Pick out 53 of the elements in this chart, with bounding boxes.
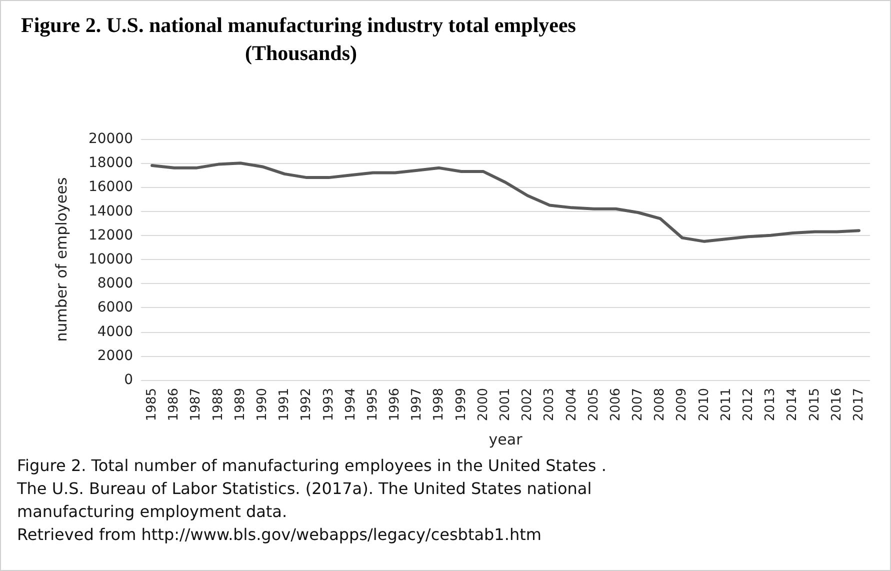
x-tick-label: 2000 [476, 388, 491, 422]
x-tick-label: 2002 [520, 388, 536, 422]
x-tick-label: 1990 [255, 388, 270, 422]
y-tick-label: 16000 [88, 179, 133, 196]
x-tick-label: 1991 [277, 388, 292, 422]
y-tick-label: 4000 [97, 324, 133, 340]
x-tick-label: 1995 [365, 388, 380, 422]
x-tick-label: 2003 [542, 388, 558, 422]
x-tick-label: 1994 [343, 388, 358, 422]
x-axis-title: year [488, 430, 524, 448]
y-tick-label: 20000 [88, 131, 133, 147]
x-tick-label: 2001 [498, 388, 513, 422]
x-tick-label: 1999 [454, 388, 469, 422]
x-tick-label: 1997 [410, 388, 425, 422]
x-tick-label: 1986 [166, 388, 182, 422]
x-tick-label: 2011 [718, 388, 734, 422]
y-axis-title: number of employees [52, 177, 70, 342]
line-series [150, 162, 860, 243]
x-tick-label: 1989 [232, 388, 248, 422]
x-tick-label: 1988 [210, 388, 226, 422]
x-tick-label: 2005 [586, 388, 602, 422]
x-tick-label: 2009 [674, 388, 690, 422]
x-tick-label: 2008 [652, 388, 668, 422]
y-tick-label: 0 [124, 372, 133, 388]
y-tick-label: 12000 [88, 227, 133, 244]
x-tick-label: 2012 [741, 388, 756, 422]
text: Retrieved from http://www.bls.gov/webapps/legacy/cesbtab1.htm [17, 524, 542, 546]
x-tick-label: 2013 [763, 388, 778, 422]
x-tick-label: 1987 [188, 388, 204, 422]
caption: Figure 2. Total number of manufacturing employees in the United States . [17, 455, 606, 477]
x-tick-label: 1993 [321, 388, 336, 422]
y-tick-label: 18000 [88, 155, 133, 172]
y-tick-label: 14000 [88, 203, 133, 220]
y-tick-label: 2000 [97, 348, 133, 364]
y-tick-label: 10000 [88, 252, 133, 268]
x-tick-label: 1985 [144, 388, 160, 422]
x-tick-label: 1996 [388, 388, 403, 422]
y-tick-label: 6000 [97, 300, 133, 316]
x-tick-label: 2017 [851, 388, 866, 422]
chart-title: Figure 2. U.S. national manufacturing industry total emplyees [21, 13, 576, 38]
text: manufacturing employment data. [17, 501, 288, 523]
y-tick-label: 8000 [97, 276, 133, 292]
x-tick-label: 2010 [696, 388, 712, 422]
text: The U.S. Bureau of Labor Statistics. (2017a). The United States national [17, 478, 593, 500]
x-tick-label: 2015 [807, 388, 822, 422]
x-tick-label: 2006 [608, 388, 624, 422]
x-tick-label: 1992 [299, 388, 314, 422]
x-tick-label: 2014 [785, 388, 800, 422]
chart-subtitle: (Thousands) [244, 41, 358, 66]
x-tick-label: 2016 [829, 388, 844, 422]
x-tick-label: 2007 [630, 388, 646, 422]
x-tick-label: 1998 [432, 388, 447, 422]
x-tick-label: 2004 [564, 388, 580, 422]
